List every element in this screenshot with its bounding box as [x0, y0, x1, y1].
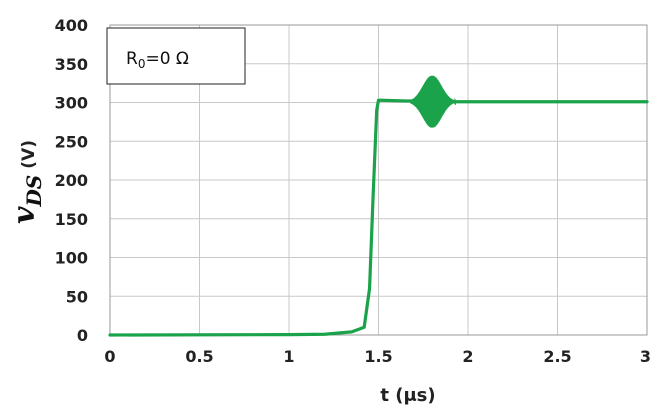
plot-frame — [109, 24, 648, 336]
x-tick-label: 3 — [640, 347, 651, 366]
y-tick-label: 400 — [55, 16, 88, 35]
y-tick-label: 50 — [66, 287, 88, 306]
y-tick-label: 150 — [55, 210, 88, 229]
x-tick-label: 1.5 — [364, 347, 392, 366]
x-tick-labels: 0 0.5 1 1.5 2 2.5 3 — [104, 347, 651, 366]
y-tick-label: 300 — [55, 94, 88, 113]
x-axis-label: t (μs) — [380, 385, 435, 406]
x-tick-label: 2.5 — [543, 347, 571, 366]
oscillation-burst — [409, 75, 457, 128]
y-tick-label: 0 — [77, 326, 88, 345]
annotation-subscript: 0 — [138, 57, 146, 71]
y-tick-label: 100 — [55, 249, 88, 268]
y-tick-label: 350 — [55, 55, 88, 74]
x-tick-label: 1 — [283, 347, 294, 366]
annotation-rest: =0 Ω — [145, 49, 188, 69]
y-axis-label: vDS (V) — [7, 140, 46, 224]
svg-text:vDS(V): vDS (V) — [7, 140, 46, 224]
annotation-frame — [106, 27, 246, 85]
x-tick-label: 0.5 — [185, 347, 213, 366]
y-axis-subscript: DS — [22, 175, 46, 208]
annotation-prefix: R — [126, 49, 138, 69]
y-tick-label: 250 — [55, 132, 88, 151]
y-tick-label: 200 — [55, 171, 88, 190]
y-tick-labels: 0 50 100 150 200 250 300 350 400 — [55, 16, 88, 345]
x-tick-label: 0 — [104, 347, 115, 366]
series-layer — [108, 75, 649, 337]
y-axis-unit: (V) — [19, 140, 39, 169]
x-tick-label: 2 — [462, 347, 473, 366]
annotation-label: R0=0 Ω — [126, 49, 189, 71]
annotation-box: R0=0 Ω — [106, 27, 246, 85]
y-axis-symbol: v — [7, 206, 42, 224]
